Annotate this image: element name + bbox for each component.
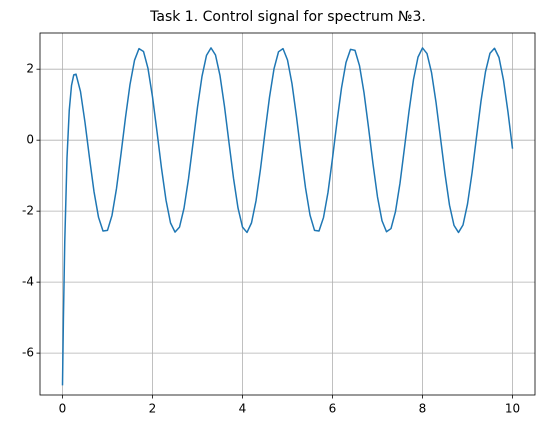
y-tick-label: -4 [22, 275, 34, 289]
x-tick-label: 6 [329, 402, 337, 416]
axes-frame [39, 32, 536, 396]
y-tick-label: -6 [22, 346, 34, 360]
x-tick-label: 4 [239, 402, 247, 416]
y-tick-label: -2 [22, 204, 34, 218]
x-tick-label: 10 [505, 402, 520, 416]
y-tick-label: 2 [26, 62, 34, 76]
line [61, 47, 514, 386]
x-tick-label: 8 [419, 402, 427, 416]
x-tick-label: 0 [59, 402, 67, 416]
x-tick-label: 2 [149, 402, 157, 416]
chart-title: Task 1. Control signal for spectrum №3. [149, 9, 426, 25]
y-tick-label: 0 [26, 133, 34, 147]
